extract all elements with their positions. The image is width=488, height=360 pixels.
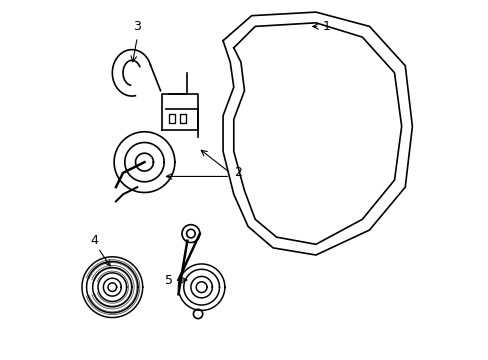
Bar [180,114,185,123]
Text: 3: 3 [133,20,141,33]
Text: 4: 4 [90,234,98,247]
Text: 1: 1 [323,20,330,33]
Text: 5: 5 [165,274,173,287]
Bar [169,114,175,123]
Text: 2: 2 [233,166,241,179]
